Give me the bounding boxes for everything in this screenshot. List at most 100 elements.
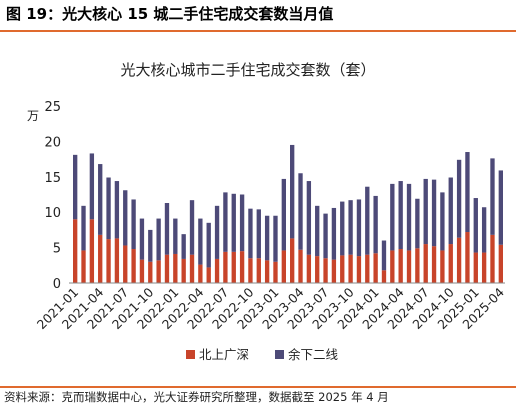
legend-label-series-a: 北上广深 <box>199 347 249 362</box>
bar-segment-series-a <box>173 253 178 283</box>
chart-title: 光大核心城市二手住宅成交套数（套） <box>120 61 375 79</box>
bar-segment-series-a <box>340 255 345 283</box>
bar-segment-series-a <box>481 252 487 283</box>
bar-segment-series-a <box>498 244 503 283</box>
bar-segment-series-b <box>306 181 312 255</box>
bar-segment-series-a <box>206 267 211 283</box>
bar-segment-series-b <box>231 193 236 252</box>
chart-container: 光大核心城市二手住宅成交套数（套） 万 0 5 10 15 20 25 2021-01 20… <box>5 38 511 383</box>
bar-segment-series-b <box>465 152 470 233</box>
bar-segment-series-a <box>239 251 245 283</box>
bar-segment-series-a <box>331 259 337 283</box>
y-tick-label: 5 <box>53 242 61 257</box>
bar-segment-series-b <box>206 222 211 268</box>
bar-segment-series-a <box>73 219 78 283</box>
legend-swatch-series-a <box>186 350 195 359</box>
bar-segment-series-b <box>281 178 286 251</box>
bar-segment-series-b <box>406 183 412 251</box>
source-note: 资料来源：克而瑞数据中心，光大证券研究所整理，数据截至 2025 年 4 月 <box>4 390 389 404</box>
bar-segment-series-b <box>431 179 437 247</box>
bar-segment-series-b <box>290 144 295 239</box>
bar-segment-series-a <box>264 260 270 283</box>
bar-segment-series-b <box>315 205 320 257</box>
y-tick-label: 10 <box>44 206 61 221</box>
bar-segment-series-a <box>348 254 353 283</box>
bar-segment-series-a <box>456 237 462 283</box>
legend: 北上广深 余下二线 <box>186 347 339 362</box>
bars-group <box>73 144 503 283</box>
bar-segment-series-b <box>214 205 220 259</box>
bar-segment-series-b <box>273 215 278 262</box>
bar-segment-series-a <box>398 249 403 283</box>
bar-segment-series-b <box>298 173 303 250</box>
bar-segment-series-b <box>373 195 378 254</box>
bar-segment-series-a <box>415 248 420 283</box>
bar-segment-series-b <box>239 194 245 252</box>
bar-segment-series-b <box>390 183 395 251</box>
bar-segment-series-a <box>473 252 478 283</box>
bar-segment-series-b <box>173 218 178 254</box>
bar-segment-series-a <box>164 254 170 283</box>
bar-segment-series-a <box>223 251 228 283</box>
bar-segment-series-a <box>406 250 412 283</box>
bar-segment-series-b <box>331 207 337 260</box>
bar-segment-series-b <box>189 200 195 255</box>
bar-segment-series-a <box>423 244 428 283</box>
bar-segment-series-b <box>223 192 228 252</box>
bar-segment-series-b <box>181 234 186 259</box>
y-tick-label: 0 <box>53 277 61 292</box>
bar-segment-series-b <box>148 229 153 262</box>
legend-label-series-b: 余下二线 <box>288 347 339 362</box>
bar-segment-series-b <box>381 240 387 271</box>
y-axis: 0 5 10 15 20 25 <box>44 100 61 292</box>
bar-segment-series-a <box>365 254 370 283</box>
bar-segment-series-a <box>490 234 495 283</box>
bar-segment-series-b <box>481 207 487 253</box>
bar-segment-series-a <box>290 238 295 283</box>
bar-segment-series-a <box>448 244 453 283</box>
bar-segment-series-a <box>256 258 261 283</box>
bar-segment-series-a <box>298 249 303 283</box>
bar-segment-series-b <box>498 170 503 245</box>
bar-segment-series-b <box>139 218 145 260</box>
bar-segment-series-b <box>323 213 328 259</box>
top-divider <box>0 30 516 32</box>
bar-segment-series-a <box>465 232 470 283</box>
x-axis: 2021-012021-042021-072021-102022-012022-… <box>34 284 507 332</box>
bar-segment-series-a <box>114 238 120 283</box>
bar-segment-series-a <box>131 249 136 283</box>
bar-segment-series-a <box>139 259 145 283</box>
bar-segment-series-a <box>123 245 128 283</box>
bar-segment-series-a <box>181 258 186 283</box>
bar-segment-series-b <box>356 199 362 257</box>
bar-segment-series-b <box>156 218 161 261</box>
bar-segment-series-a <box>323 258 328 283</box>
bar-segment-series-b <box>440 192 445 251</box>
bar-segment-series-a <box>214 258 220 283</box>
bar-segment-series-a <box>356 256 362 283</box>
bar-segment-series-b <box>89 153 95 220</box>
bottom-divider <box>0 386 516 388</box>
figure-title: 图 19：光大核心 15 城二手住宅成交套数当月值 <box>6 5 334 23</box>
bar-segment-series-b <box>398 181 403 250</box>
bar-segment-series-a <box>306 254 312 283</box>
bar-segment-series-b <box>131 199 136 250</box>
bar-segment-series-b <box>490 158 495 235</box>
bar-segment-series-a <box>373 253 378 283</box>
bar-segment-series-a <box>198 264 203 283</box>
bar-segment-series-b <box>264 215 270 261</box>
y-axis-unit-label: 万 <box>27 109 39 123</box>
bar-segment-series-b <box>164 203 170 255</box>
bar-segment-series-a <box>315 256 320 283</box>
bar-segment-series-b <box>473 198 478 253</box>
bar-segment-series-b <box>348 200 353 255</box>
legend-swatch-series-b <box>275 350 284 359</box>
y-tick-label: 25 <box>44 100 61 115</box>
bar-segment-series-b <box>365 186 370 255</box>
bar-segment-series-a <box>148 261 153 283</box>
bar-segment-series-b <box>256 209 261 259</box>
bar-segment-series-b <box>81 205 86 251</box>
y-tick-label: 20 <box>44 135 61 150</box>
bar-segment-series-a <box>248 258 253 283</box>
bar-segment-series-b <box>73 154 78 220</box>
